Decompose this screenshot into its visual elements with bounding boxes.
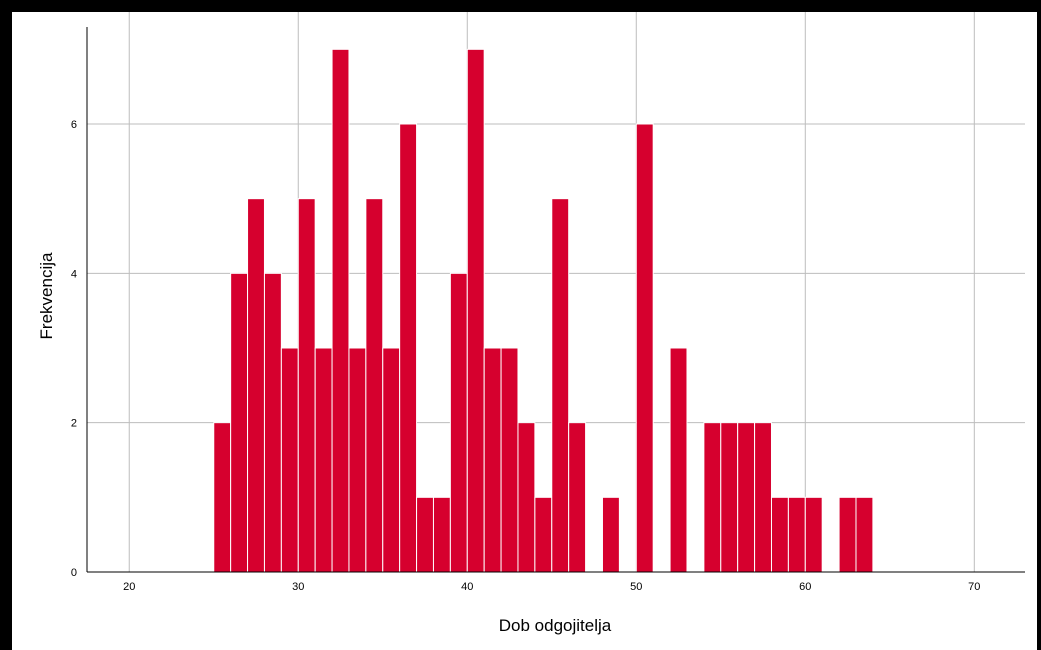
x-tick-labels: 20 30 40 50 60 70 bbox=[123, 581, 980, 593]
histogram-bar bbox=[517, 422, 536, 573]
histogram-bar bbox=[483, 347, 502, 573]
histogram-bar bbox=[787, 496, 806, 573]
histogram-bar bbox=[534, 496, 553, 573]
histogram-bar bbox=[770, 496, 789, 573]
histogram-bar bbox=[331, 48, 350, 573]
histogram-bar bbox=[551, 198, 570, 573]
histogram-bars bbox=[213, 48, 874, 573]
histogram-bar bbox=[601, 496, 620, 573]
y-tick-label-0: 0 bbox=[71, 567, 77, 579]
y-tick-labels: 0 2 4 6 bbox=[71, 119, 77, 579]
histogram-bar bbox=[230, 272, 249, 573]
histogram-bar bbox=[500, 347, 519, 573]
histogram-bar bbox=[703, 422, 722, 573]
histogram-bar bbox=[720, 422, 739, 573]
histogram-bar bbox=[314, 347, 333, 573]
histogram-bar bbox=[855, 496, 874, 573]
histogram-bar bbox=[432, 496, 451, 573]
x-tick-label-2: 40 bbox=[461, 581, 473, 593]
axes bbox=[86, 27, 1025, 573]
histogram-bar bbox=[213, 422, 232, 573]
histogram-bar bbox=[399, 123, 418, 573]
y-axis-title: Frekvencija bbox=[37, 252, 56, 339]
histogram-bar bbox=[466, 48, 485, 573]
histogram-bar bbox=[568, 422, 587, 573]
x-tick-label-5: 70 bbox=[968, 581, 980, 593]
histogram-bar bbox=[348, 347, 367, 573]
histogram-bar bbox=[416, 496, 434, 573]
x-tick-label-4: 60 bbox=[799, 581, 811, 593]
x-tick-label-1: 30 bbox=[292, 581, 304, 593]
y-tick-label-2: 4 bbox=[71, 268, 77, 280]
histogram-bar bbox=[635, 123, 654, 573]
histogram-bar bbox=[804, 496, 823, 573]
histogram-bar bbox=[263, 272, 282, 573]
histogram-bar bbox=[669, 347, 688, 573]
histogram-bar bbox=[449, 272, 468, 573]
histogram-bar bbox=[838, 496, 857, 573]
histogram-bar bbox=[754, 422, 772, 573]
histogram-bar bbox=[382, 347, 401, 573]
x-axis-title: Dob odgojitelja bbox=[499, 616, 612, 635]
histogram-bar bbox=[280, 347, 299, 573]
histogram-bar bbox=[247, 198, 265, 573]
y-tick-label-1: 2 bbox=[71, 418, 77, 430]
histogram-bar bbox=[737, 422, 756, 573]
y-tick-label-3: 6 bbox=[71, 119, 77, 131]
x-tick-label-0: 20 bbox=[123, 581, 135, 593]
histogram-bar bbox=[297, 198, 316, 573]
x-tick-label-3: 50 bbox=[630, 581, 642, 593]
histogram-bar bbox=[365, 198, 384, 573]
